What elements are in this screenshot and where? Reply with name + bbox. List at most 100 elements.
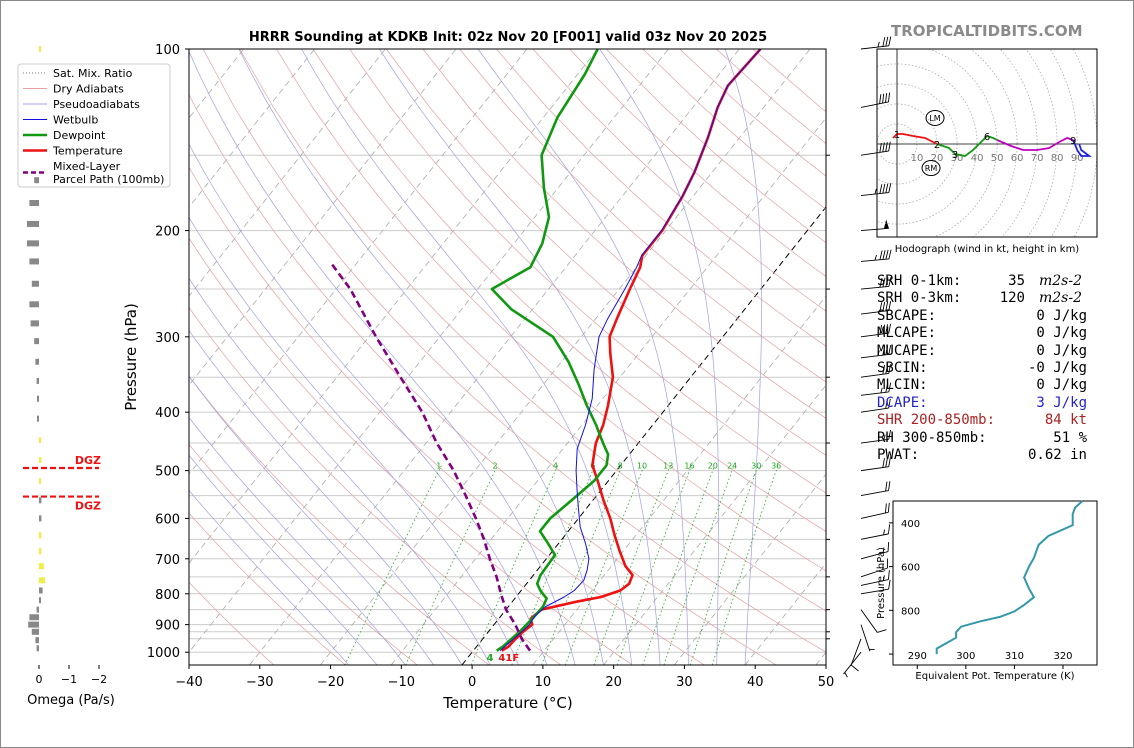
param-value: 0 J/kg [1036,307,1087,324]
hodo-ring-label: 70 [1031,153,1044,164]
param-unit: m2s-2 [1039,273,1083,289]
y-tick-label: 100 [155,43,180,58]
barb-feather [882,250,886,260]
barb-feather [879,302,883,312]
param-value: 0 J/kg [1036,377,1087,394]
barb-feather [888,481,891,491]
omega-bar [39,587,43,594]
wind-barb [860,36,892,50]
param-row: SHR 200-850mb: 84 kt [877,412,1107,429]
barb-feather [879,184,883,194]
storm-motion-label: RM [925,164,938,173]
barb-staff [860,490,889,497]
pseudoadiabat [189,454,378,665]
isotherm [189,49,669,653]
param-unit: m2s-2 [1039,290,1083,307]
dgz-label: DGZ [75,500,101,513]
barb-staff [860,609,878,633]
param-row: SRH 0-3km: 120 m2s-2 [877,290,1107,307]
wind-barb [860,183,892,197]
legend-label: Pseudoadiabats [53,98,140,111]
barb-feather [888,249,892,260]
barb-staff [860,511,889,519]
omega-bar [34,338,39,345]
omega-bar [31,280,39,287]
wind-barb [860,524,891,540]
mixing-ratio-label: 13 [663,462,673,471]
skewt-frame [188,48,827,666]
x-axis-label: Temperature (°C) [442,694,572,712]
barb-feather [885,399,888,409]
isotherm [189,49,315,208]
hodo-ring-label: 40 [971,153,984,164]
barb-feather [882,277,886,288]
omega-bar [39,497,42,504]
barb-staff [843,651,862,675]
param-value: 0 J/kg [1036,325,1087,342]
wind-barb [860,481,891,497]
omega-bar [39,456,42,463]
omega-bar [39,577,45,584]
x-tick-label: −10 [388,675,415,690]
barb-feather [888,345,892,355]
x-tick-label: −30 [246,675,273,690]
pseudoadiabat [189,143,548,665]
barb-staff [860,624,871,652]
barb-half [844,672,848,678]
barb-feather [885,142,888,152]
hodo-ring-label: 50 [991,153,1004,164]
thetae-y-axis-label: Pressure (hPa) [876,547,887,619]
pseudoadiabat [379,49,661,665]
param-label: SHR 200-850mb: [877,412,996,429]
wind-barb [860,609,887,633]
isotherm [189,49,528,475]
barb-feather [877,629,887,633]
dry-adiabat [459,49,826,383]
barb-staff [860,353,889,359]
param-value: -0 J/kg [1027,359,1087,376]
barb-feather [885,345,889,355]
param-row: SRH 0-1km: 35 m2s-2 [877,273,1107,290]
hodo-ring-label: 20 [931,153,944,164]
barb-feather [885,183,889,193]
omega-axis-label: Omega (Pa/s) [27,693,115,708]
mixing-ratio-line [564,465,645,665]
barb-half [874,254,877,261]
wind-barb [860,558,889,578]
thetae-x-tick-label: 290 [908,651,927,662]
wind-barb [860,364,891,378]
param-row: SBCAPE: 0 J/kg [877,308,1107,325]
isotherm [189,49,386,297]
hodo-height-label: 9 [1070,136,1076,147]
surface-dew-label: 4 [486,653,493,664]
param-label: RH 300-850mb: [877,429,987,446]
hodograph-plot-area: 10 20 30 40 50 60 70 80 90 1 2 3 6 9 LM RM [877,49,1097,237]
barb-feather [882,324,886,335]
pseudoadiabat [301,49,633,665]
hodo-height-label: 3 [952,150,958,161]
y-tick-label: 700 [155,553,180,568]
param-value: 3 J/kg [1036,394,1087,411]
barb-staff [860,101,889,108]
y-tick-label: 900 [155,619,180,634]
omega-bar [31,628,39,635]
barb-feather [882,37,886,47]
param-value: 51 % [1053,429,1087,446]
dry-adiabat [189,581,275,665]
barb-feather [888,323,892,334]
hodo-height-label: 2 [934,140,940,151]
mixing-ratio-line [616,465,692,665]
wind-barb [860,249,892,262]
omega-bar [37,395,39,402]
hodo-0-1km [892,133,938,145]
barb-feather [885,249,889,260]
thetae-x-axis-label: Equivalent Pot. Temperature (K) [915,671,1074,682]
isotherm [249,49,740,665]
y-tick-label: 600 [155,512,180,527]
omega-bar [39,532,42,539]
param-value: 120 [999,290,1025,307]
barb-half [883,575,885,581]
omega-bar [36,645,39,652]
wind-barb [860,219,889,232]
